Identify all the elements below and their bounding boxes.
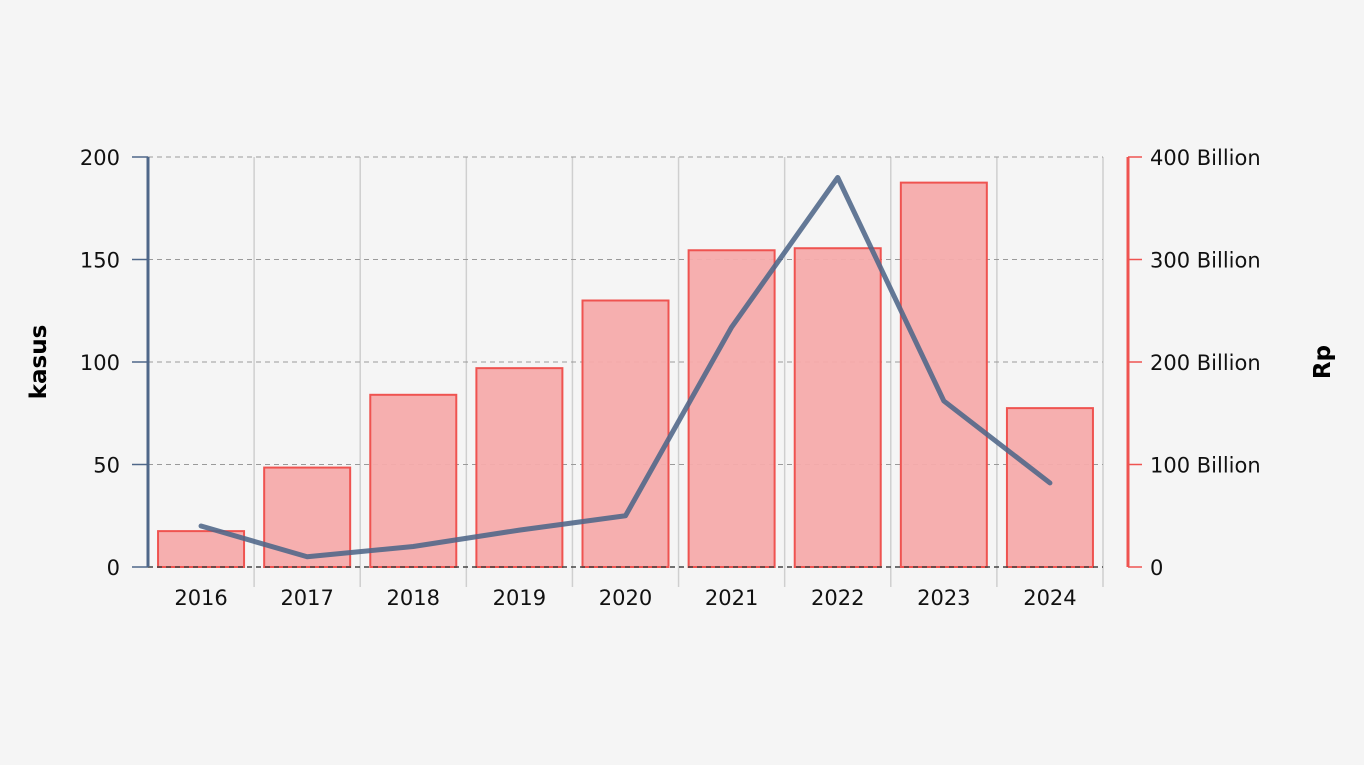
y-right-tick-label: 100 Billion <box>1150 454 1261 478</box>
y-right-tick-label: 0 <box>1150 556 1163 580</box>
axes <box>132 156 1142 568</box>
tick-labels: 0 50 100 150 200 0 100 Billion 200 Billion 300 B… <box>80 146 1261 610</box>
bar <box>899 181 988 568</box>
bar <box>687 249 776 568</box>
x-tick-label: 2022 <box>811 586 864 610</box>
y-left-tick-label: 150 <box>80 249 120 273</box>
x-tick-label: 2016 <box>174 586 227 610</box>
x-tick-label: 2017 <box>280 586 333 610</box>
y-left-axis-title: kasus <box>26 325 52 400</box>
x-tick-label: 2018 <box>387 586 440 610</box>
bar <box>581 299 670 568</box>
y-right-axis-title: Rp <box>1310 345 1336 379</box>
x-tick-label: 2023 <box>917 586 970 610</box>
bar <box>1005 407 1094 568</box>
x-tick-label: 2024 <box>1023 586 1076 610</box>
y-left-tick-label: 50 <box>93 454 120 478</box>
bar <box>157 530 246 568</box>
line-series <box>198 175 1053 560</box>
y-right-tick-label: 300 Billion <box>1150 249 1261 273</box>
x-tick-label: 2020 <box>599 586 652 610</box>
y-left-tick-label: 0 <box>107 556 120 580</box>
bar <box>369 393 458 568</box>
y-left-tick-label: 100 <box>80 351 120 375</box>
x-tick-label: 2021 <box>705 586 758 610</box>
y-right-tick-label: 200 Billion <box>1150 351 1261 375</box>
y-left-tick-label: 200 <box>80 146 120 170</box>
bars <box>157 181 1094 569</box>
x-tick-label: 2019 <box>493 586 546 610</box>
y-right-tick-label: 400 Billion <box>1150 146 1261 170</box>
bar <box>793 247 882 568</box>
